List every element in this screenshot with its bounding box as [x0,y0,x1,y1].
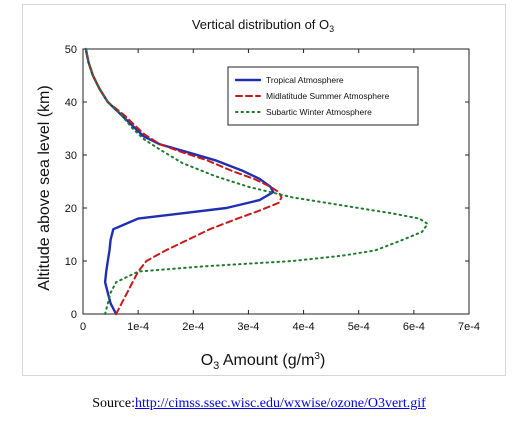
chart-title: Vertical distribution of O3 [192,17,334,34]
plot-frame [82,48,470,315]
series-line-tropical-atmosphere [84,47,275,316]
source-line: Source:http://cimss.ssec.wisc.edu/wxwise… [0,396,518,412]
source-link[interactable]: http://cimss.ssec.wisc.edu/wxwise/ozone/… [134,396,426,411]
chart-title-subscript: 3 [329,24,334,34]
x-tick-label: 5e-4 [348,321,370,333]
x-tick-label: 7e-4 [458,321,480,333]
y-tick-label: 50 [65,44,77,56]
legend-label: Tropical Atmosphere [266,75,344,85]
plot-area: 0 1e-4 2e-4 3e-4 4e-4 5e-4 6e-4 7e-4 0 10 20 30 40 50… [65,44,480,333]
x-axis-label: O3 Amount (g/m3) [201,351,326,372]
x-tick-label: 0 [80,321,86,333]
series-line-midlatitude-summer-atmosphere [84,48,283,315]
y-tick-label: 20 [65,203,77,215]
y-tick-label: 0 [71,309,77,321]
x-tick-label: 6e-4 [403,321,425,333]
series-line-subartic-winter-atmosphere [84,48,429,315]
ozone-vertical-distribution-chart: Vertical distribution of O3 0 1e-4 2e-4 3e-… [36,17,480,372]
y-tick-label: 30 [65,150,77,162]
y-axis-label: Altitude above sea level (km) [36,85,53,290]
x-tick-label: 4e-4 [293,321,315,333]
legend-label: Midlatitude Summer Atmosphere [266,91,390,101]
legend-label: Subartic Winter Atmosphere [266,107,372,117]
y-tick-label: 10 [65,256,77,268]
x-tick-label: 2e-4 [182,321,204,333]
x-tick-label: 1e-4 [127,321,149,333]
figure-frame: Vertical distribution of O3 0 1e-4 2e-4 3e-… [22,4,506,376]
source-prefix: Source: [92,396,135,411]
x-tick-label: 3e-4 [237,321,259,333]
y-tick-label: 40 [65,97,77,109]
